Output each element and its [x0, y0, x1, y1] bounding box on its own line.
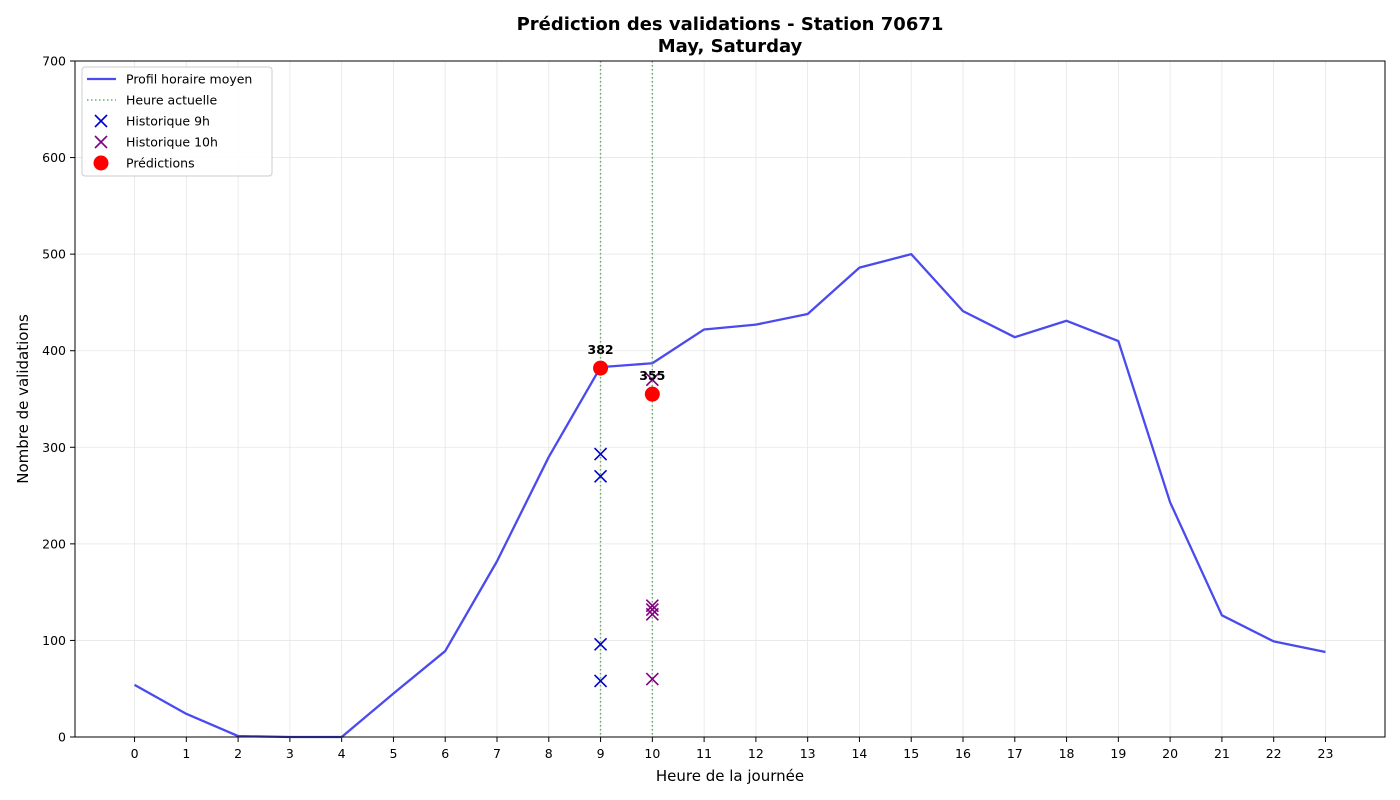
- prediction-label: 355: [639, 368, 665, 383]
- x-tick-label: 2: [234, 746, 242, 761]
- legend: Profil horaire moyen Heure actuelle Histor…: [81, 66, 273, 177]
- legend-historique-9h-swatch-stroke-b: [94, 114, 108, 128]
- chart-subtitle: May, Saturday: [658, 36, 803, 57]
- legend-historique-10h-swatch: [94, 135, 108, 149]
- x-axis: 0 1 2 3 4 5 6 7 8 9 10 11 12 13 14 15 16 17 18 19 20 21 22 23: [131, 737, 1334, 761]
- historique-9h-point-stroke-b: [593, 469, 608, 483]
- historique-10h-point-stroke-b: [645, 672, 659, 686]
- x-tick-label: 5: [389, 746, 397, 761]
- x-tick-label: 16: [955, 746, 971, 761]
- historique-9h-point: [593, 637, 608, 651]
- x-tick-label: 0: [131, 746, 139, 761]
- y-tick-label: 700: [42, 54, 66, 69]
- y-tick-label: 500: [42, 247, 66, 262]
- legend-historique-10h-swatch-stroke-b: [94, 135, 108, 149]
- legend-predictions-swatch: [93, 155, 109, 171]
- legend-historique-9h-label: Historique 9h: [126, 114, 210, 129]
- historique-9h-point: [593, 674, 608, 688]
- legend-historique-10h-label: Historique 10h: [126, 135, 218, 150]
- y-tick-label: 100: [42, 633, 66, 648]
- x-tick-label: 3: [286, 746, 294, 761]
- x-tick-label: 10: [644, 746, 660, 761]
- x-tick-label: 6: [441, 746, 449, 761]
- x-tick-label: 12: [748, 746, 764, 761]
- legend-historique-9h-swatch: [94, 114, 108, 128]
- historique-9h-point-stroke-b: [593, 637, 608, 651]
- y-tick-label: 400: [42, 343, 66, 358]
- legend-predictions-label: Prédictions: [126, 156, 195, 171]
- historique-10h-point-stroke-b: [645, 602, 659, 617]
- historique-10h-point: [645, 672, 659, 686]
- historique-10h-point: [645, 373, 659, 387]
- historique-10h-point: [645, 602, 659, 617]
- x-tick-label: 13: [800, 746, 816, 761]
- x-axis-label: Heure de la journée: [656, 767, 804, 785]
- historique-9h-point-stroke-b: [593, 447, 608, 461]
- x-tick-label: 8: [545, 746, 553, 761]
- y-tick-label: 0: [58, 730, 66, 745]
- y-tick-label: 200: [42, 536, 66, 551]
- x-tick-label: 19: [1110, 746, 1126, 761]
- x-tick-label: 17: [1007, 746, 1023, 761]
- x-tick-label: 4: [338, 746, 346, 761]
- x-tick-label: 15: [903, 746, 919, 761]
- historique-9h-point: [593, 469, 608, 483]
- x-tick-label: 14: [851, 746, 867, 761]
- x-tick-label: 9: [597, 746, 605, 761]
- historique-9h-point: [593, 447, 608, 461]
- historique-9h-point-stroke-b: [593, 674, 608, 688]
- x-tick-label: 21: [1214, 746, 1230, 761]
- historique-10h-point-stroke-b: [645, 373, 659, 387]
- historique-10h-point: [645, 607, 659, 621]
- x-tick-label: 11: [696, 746, 712, 761]
- chart-title: Prédiction des validations - Station 706…: [517, 14, 944, 35]
- legend-profil-label: Profil horaire moyen: [126, 72, 252, 87]
- y-axis: 0 100 200 300 400 500 600 700: [42, 54, 75, 745]
- legend-box: [81, 66, 273, 177]
- prediction-label: 382: [588, 342, 614, 357]
- y-tick-label: 300: [42, 440, 66, 455]
- legend-heure-actuelle-label: Heure actuelle: [126, 93, 218, 108]
- plot-area: 0 1 2 3 4 5 6 7 8 9 10 11 12 13 14 15 16 17 18 19 20 21 22 2301…: [42, 54, 1386, 761]
- x-tick-label: 22: [1266, 746, 1282, 761]
- x-tick-label: 23: [1318, 746, 1334, 761]
- axes-frame: [74, 60, 1386, 738]
- x-tick-label: 7: [493, 746, 501, 761]
- series-line-profil-horaire-moyen: [133, 252, 1326, 739]
- x-tick-label: 18: [1059, 746, 1075, 761]
- x-tick-label: 1: [182, 746, 190, 761]
- x-tick-label: 20: [1162, 746, 1178, 761]
- prediction-point: [644, 386, 660, 402]
- y-axis-label: Nombre de validations: [14, 314, 32, 484]
- y-tick-label: 600: [42, 150, 66, 165]
- historique-10h-point-stroke-b: [645, 607, 659, 621]
- prediction-point: [593, 360, 609, 376]
